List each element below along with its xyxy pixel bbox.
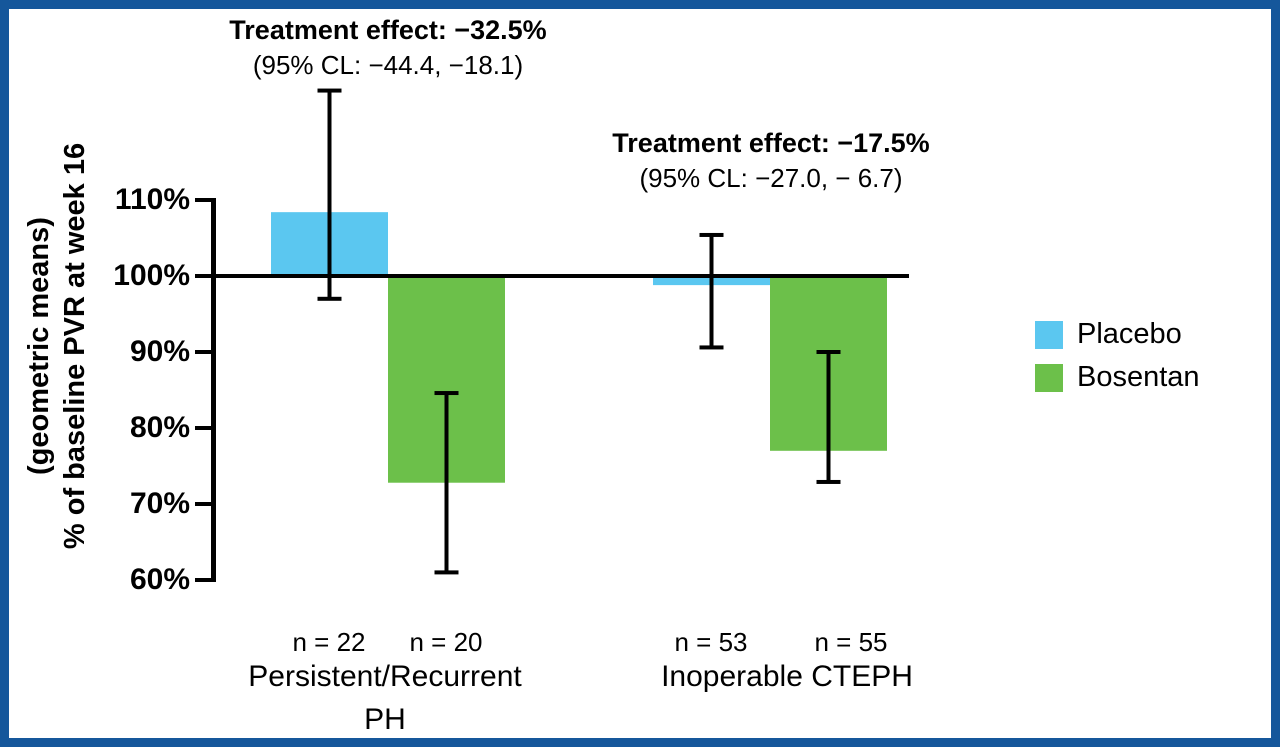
y-axis-tick-60: [195, 578, 211, 582]
error-bar-cap-top-bosentan-group2: [816, 350, 841, 354]
treatment-effect-headline-group1: Treatment effect: −32.5%: [229, 15, 547, 45]
y-axis-tick-110: [195, 198, 211, 202]
y-axis-tick-70: [195, 502, 211, 506]
error-bar-line-bosentan-group2: [826, 352, 831, 482]
error-bar-cap-top-bosentan-group1: [434, 391, 459, 396]
y-tick-label-80: 80%: [129, 411, 190, 444]
error-bar-cap-top-placebo-group1: [317, 88, 342, 93]
legend: Placebo Bosentan: [1035, 313, 1200, 399]
y-axis-tick-90: [195, 350, 211, 354]
legend-label-bosentan: Bosentan: [1077, 361, 1200, 393]
n-label-placebo-group1: n = 22: [292, 627, 366, 657]
x-category-group1-line1: Persistent/Recurrent: [248, 660, 522, 693]
y-tick-label-90: 90%: [129, 335, 190, 368]
error-bar-line-placebo-group1: [327, 90, 332, 299]
error-bar-line-placebo-group2: [709, 234, 714, 348]
treatment-effect-annotation-group1: Treatment effect: −32.5% (95% CL: −44.4,…: [108, 13, 668, 83]
y-axis-tick-80: [195, 426, 211, 430]
confidence-limits-group2: (95% CL: −27.0, − 6.7): [639, 163, 903, 193]
error-bar-cap-top-placebo-group2: [699, 232, 724, 237]
y-axis-tick-100: [195, 274, 211, 278]
n-label-bosentan-group1: n = 20: [409, 627, 483, 657]
treatment-effect-annotation-group2: Treatment effect: −17.5% (95% CL: −27.0,…: [491, 126, 1051, 196]
error-bar-line-bosentan-group1: [444, 393, 449, 573]
baseline-100pct: [211, 274, 909, 278]
y-axis-line: [211, 198, 216, 582]
y-tick-label-110: 110%: [114, 183, 190, 216]
placebo-color-swatch: [1035, 320, 1063, 349]
legend-item-placebo: Placebo: [1035, 313, 1200, 356]
x-category-label-group1: Persistent/Recurrent PH: [125, 655, 645, 741]
y-tick-label-60: 60%: [129, 563, 190, 596]
bosentan-color-swatch: [1035, 363, 1063, 392]
x-category-group2-line1: Inoperable CTEPH: [661, 660, 913, 693]
confidence-limits-group1: (95% CL: −44.4, −18.1): [252, 50, 524, 80]
error-bar-cap-bottom-bosentan-group2: [816, 479, 841, 484]
treatment-effect-headline-group2: Treatment effect: −17.5%: [612, 128, 930, 158]
y-tick-label-100: 100%: [113, 259, 190, 292]
n-label-placebo-group2: n = 53: [674, 627, 748, 657]
error-bar-cap-bottom-placebo-group1: [317, 296, 342, 301]
x-category-group1-line2: PH: [364, 703, 406, 736]
error-bar-cap-bottom-placebo-group2: [699, 345, 724, 350]
x-category-label-group2: Inoperable CTEPH: [527, 655, 1047, 698]
y-tick-label-70: 70%: [129, 487, 190, 520]
legend-item-bosentan: Bosentan: [1035, 356, 1200, 399]
error-bar-cap-bottom-bosentan-group1: [434, 570, 459, 575]
n-label-bosentan-group2: n = 55: [814, 627, 888, 657]
legend-label-placebo: Placebo: [1077, 318, 1182, 350]
